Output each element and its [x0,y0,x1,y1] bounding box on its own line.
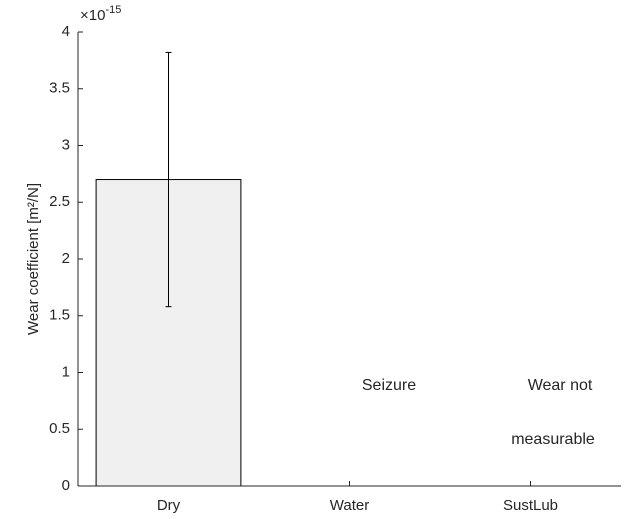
x-tick-label: Dry [157,497,181,514]
annotation: measurable [511,431,595,448]
y-tick-label: 0 [62,477,70,494]
annotation: Seizure [362,377,416,394]
y-tick-label: 2 [62,250,70,267]
multiplier-exponent: -15 [105,4,121,16]
x-tick-label: SustLub [503,497,558,514]
annotation: Wear not [528,377,593,394]
y-tick-label: 2.5 [49,193,70,210]
y-tick-label: 0.5 [49,420,70,437]
y-tick-label: 3.5 [49,80,70,97]
x-tick-label: Water [330,497,369,514]
multiplier-base: ×10 [80,7,105,24]
y-tick-label: 1 [62,363,70,380]
y-tick-label: 1.5 [49,307,70,324]
y-multiplier: ×10-15 [80,4,121,24]
y-tick-label: 3 [62,136,70,153]
y-tick-label: 4 [62,23,70,40]
y-axis-label: Wear coefficient [m²/N] [25,183,42,335]
